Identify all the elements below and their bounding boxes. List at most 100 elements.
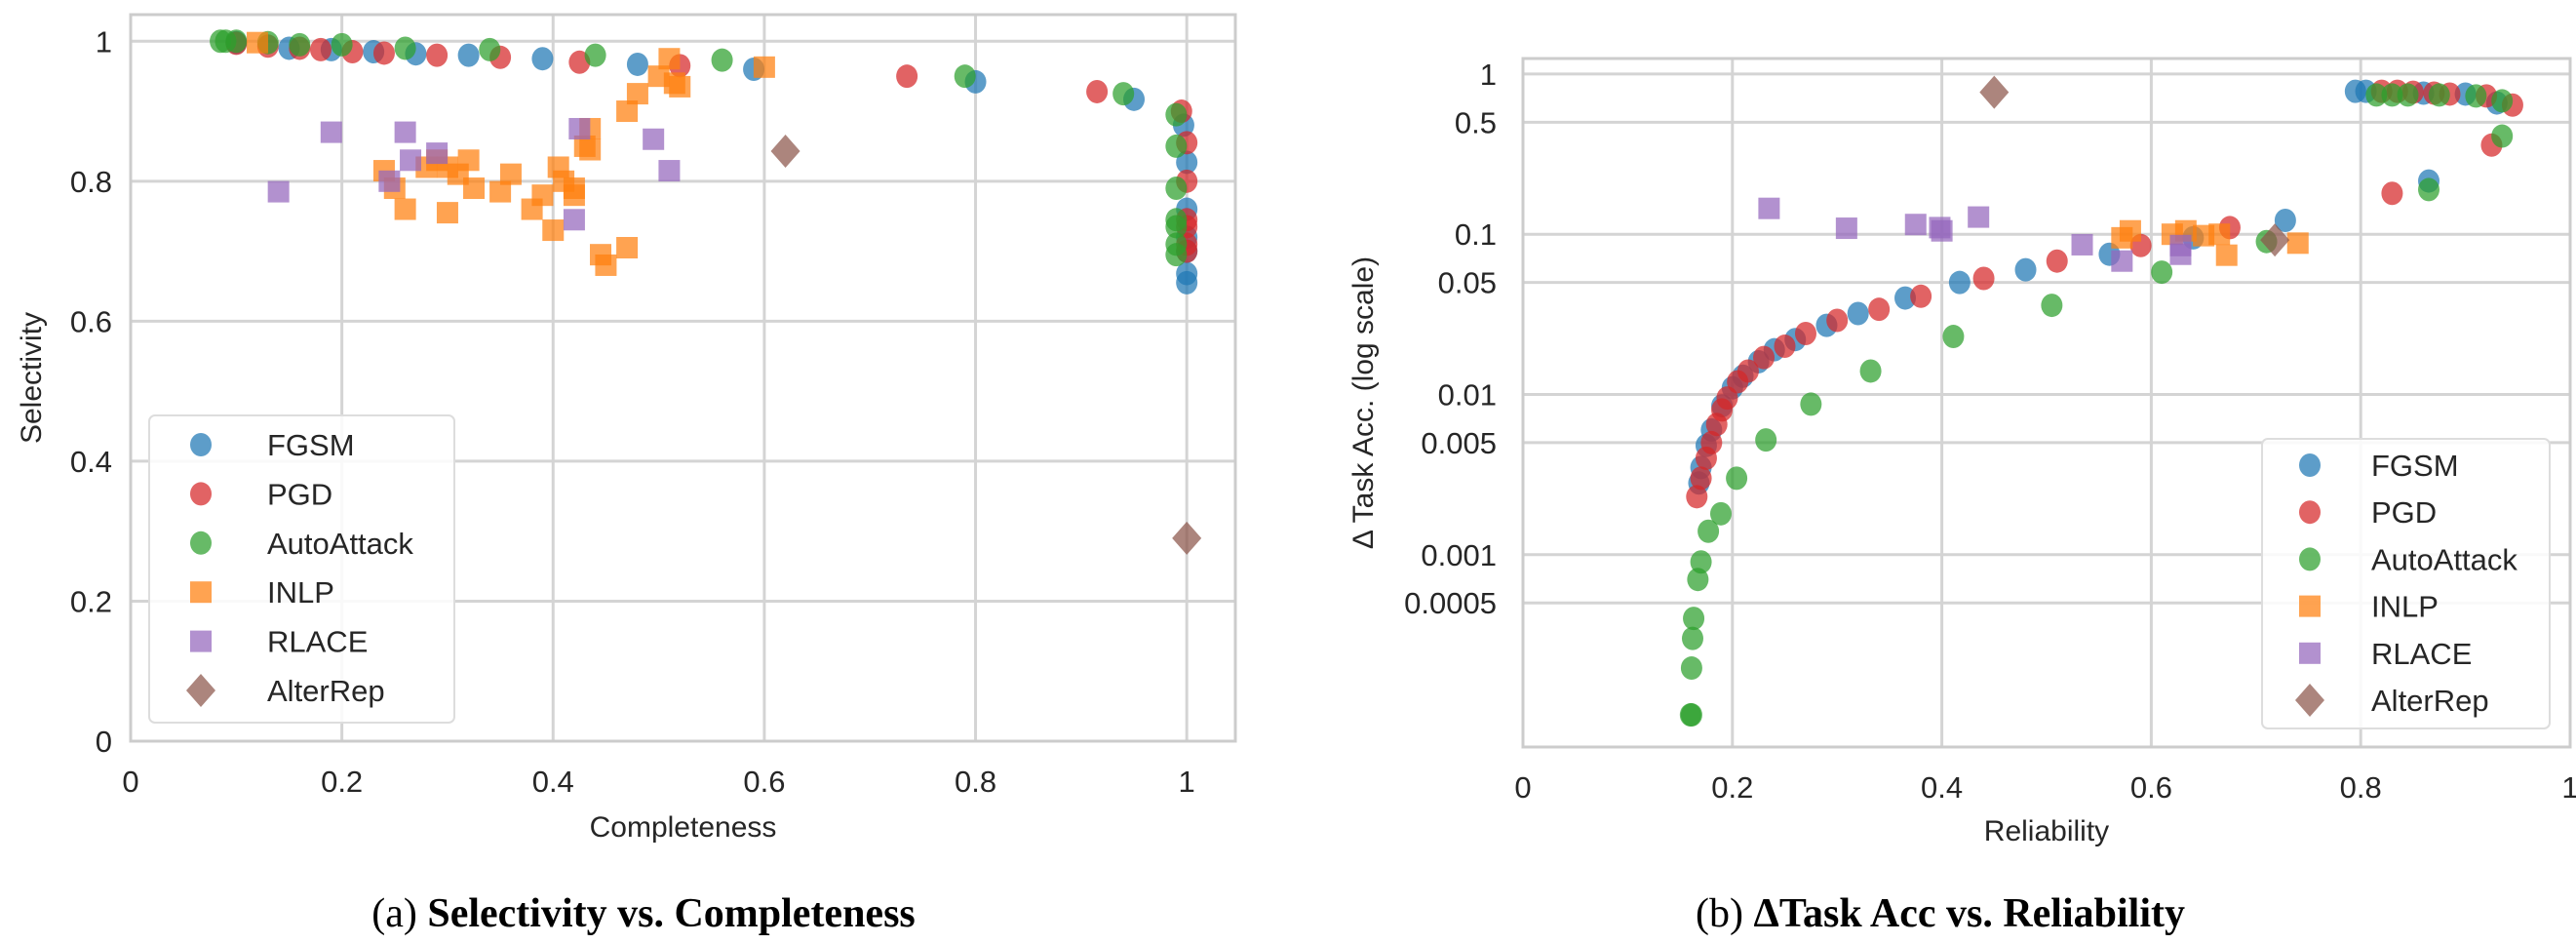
data-point (426, 43, 449, 67)
series-pgd (225, 31, 1198, 263)
data-point (1979, 75, 2010, 109)
data-point (309, 37, 332, 61)
data-point (1165, 102, 1188, 127)
data-point (1910, 284, 1932, 308)
x-tick-label: 0.8 (2340, 770, 2382, 805)
data-point (1826, 308, 1849, 333)
x-tick-label: 0.6 (743, 765, 785, 799)
data-point (595, 254, 617, 276)
data-point (568, 117, 591, 139)
legend-marker-alterrep (2295, 684, 2324, 717)
legend-label: RLACE (267, 625, 368, 659)
data-point (711, 48, 733, 72)
y-tick-label: 0.6 (70, 304, 112, 338)
data-point (1698, 519, 1720, 543)
legend-marker-rlace (2299, 642, 2321, 664)
data-point (331, 32, 353, 57)
data-point (2491, 89, 2514, 113)
x-tick-label: 0.6 (2130, 770, 2172, 805)
data-point (1683, 607, 1705, 631)
data-point (1709, 501, 1732, 526)
legend-label: FGSM (2371, 449, 2459, 483)
legend-box (2261, 438, 2551, 729)
data-point (753, 56, 775, 78)
data-point (2111, 250, 2133, 272)
data-point (626, 52, 648, 76)
data-point (320, 121, 342, 143)
data-point (1165, 134, 1188, 158)
series-rlace (1758, 197, 2192, 272)
data-point (463, 177, 486, 199)
data-point (2260, 223, 2290, 257)
legend-label: RLACE (2371, 637, 2472, 671)
data-point (1165, 243, 1188, 267)
y-tick-label: 0.2 (70, 584, 112, 618)
y-tick-label: 0.0005 (1404, 586, 1497, 620)
data-point (1894, 286, 1917, 310)
data-point (1686, 485, 1708, 509)
legend-label: AlterRep (2371, 684, 2489, 718)
x-tick-label: 0.8 (955, 765, 996, 799)
legend-label: FGSM (267, 428, 355, 462)
data-point (1112, 82, 1135, 106)
data-point (394, 36, 416, 60)
data-point (1835, 217, 1857, 240)
x-tick-label: 1 (2561, 770, 2576, 805)
plot-frame (1521, 57, 2572, 749)
legend-marker-autoattack (2299, 547, 2321, 571)
data-point (2046, 249, 2068, 273)
data-point (2418, 177, 2440, 202)
data-point (658, 48, 681, 70)
legend-marker-pgd (190, 482, 212, 506)
legend-marker-fgsm (190, 433, 212, 456)
legend-box (148, 414, 455, 724)
data-point (1690, 550, 1712, 574)
legend-label: AlterRep (267, 674, 385, 708)
x-tick-label: 0 (1514, 770, 1531, 805)
y-tick-label: 0 (96, 725, 112, 759)
data-point (436, 202, 458, 224)
y-tick-label: 0.001 (1421, 538, 1497, 572)
x-axis-label: Reliability (1984, 815, 2109, 847)
y-axis-label: Δ Task Acc. (log scale) (1347, 256, 1380, 549)
data-point (1968, 206, 1990, 228)
data-point (1172, 521, 1202, 555)
data-point (2208, 223, 2231, 246)
x-tick-label: 1 (1179, 765, 1195, 799)
data-point (584, 43, 606, 67)
data-point (394, 198, 416, 220)
x-tick-label: 0.4 (1921, 770, 1963, 805)
data-point (2286, 232, 2309, 255)
plot-frame (129, 13, 1237, 743)
legend-label: INLP (2371, 590, 2439, 624)
data-point (2381, 181, 2403, 206)
series-fgsm (225, 30, 1198, 295)
data-point (1904, 214, 1927, 236)
data-point (1972, 266, 1995, 291)
legend: FGSM PGD AutoAttack INLP RLACE AlterRep (148, 414, 455, 724)
data-point (372, 41, 395, 65)
data-point (1681, 626, 1703, 650)
data-point (1680, 656, 1702, 681)
x-tick-label: 0.4 (532, 765, 574, 799)
data-point (1165, 176, 1188, 200)
data-point (770, 134, 800, 168)
data-point (1086, 79, 1109, 103)
data-point (267, 180, 290, 203)
data-point (2071, 233, 2093, 256)
series-rlace (267, 117, 681, 231)
data-point (1868, 297, 1891, 322)
data-point (1165, 215, 1188, 239)
data-point (579, 138, 602, 161)
data-point (394, 121, 416, 143)
y-tick-label: 1 (96, 24, 112, 59)
data-point (1176, 270, 1198, 295)
panel-b-task-acc-vs-reliability: 0 0.2 0.4 0.6 0.8 1 1 0.5 0.1 0.05 0.01 0.005 0.001 0… (1347, 57, 2576, 847)
data-point (1800, 392, 1822, 416)
series-alterrep (770, 134, 1202, 555)
data-point (1690, 466, 1712, 491)
data-point (563, 209, 585, 231)
legend-marker-inlp (2299, 595, 2321, 617)
panel-a-selectivity-vs-completeness: 0 0.2 0.4 0.6 0.8 1 0 0.2 0.4 0.6 0.8 1 Completeness… (16, 13, 1237, 844)
